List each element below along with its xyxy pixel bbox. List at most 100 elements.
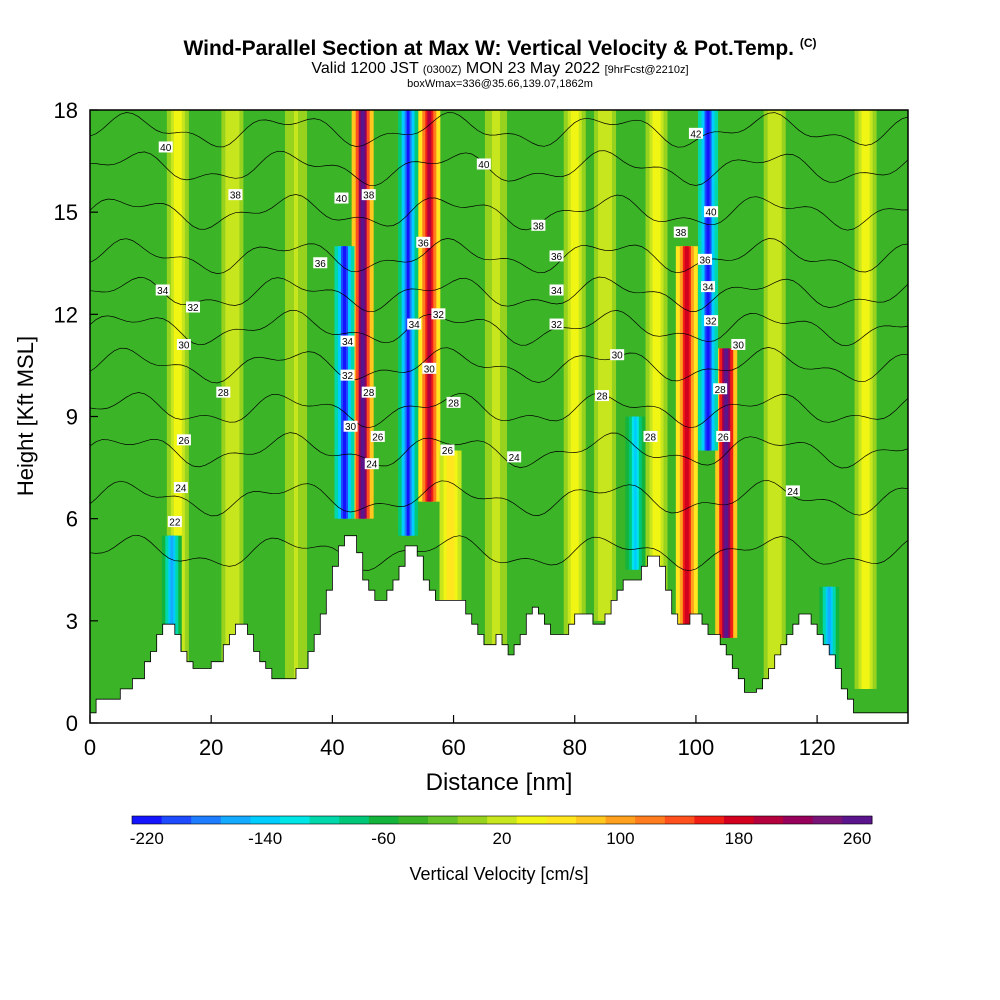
contour-label-42: 24: [787, 487, 799, 498]
updraft-band-4-layer-3: [427, 110, 432, 502]
y-axis-label: Height [Kft MSL]: [13, 336, 38, 496]
y-tick-label-3: 9: [66, 405, 78, 430]
y-tick-label-2: 6: [66, 507, 78, 532]
title-suffix: (C): [799, 36, 817, 50]
contour-label-27: 36: [551, 252, 563, 263]
contour-label-box-7: [173, 482, 188, 494]
colorbar-tick-label-3: 20: [493, 829, 512, 848]
y-tick-label-1: 3: [66, 609, 78, 634]
contour-label-16: 26: [372, 432, 384, 443]
colorbar-cell-1: [161, 816, 192, 824]
contour-label-box-37: [701, 281, 716, 293]
contour-label-box-3: [186, 301, 201, 313]
updraft-band-10-layer-3: [684, 246, 689, 638]
colorbar-tick-label-1: -140: [248, 829, 282, 848]
contour-36: [90, 238, 908, 274]
contour-label-box-8: [167, 516, 182, 528]
vertical-velocity-field: [161, 110, 877, 706]
contour-label-box-18: [416, 236, 431, 248]
contour-label-box-34: [704, 206, 719, 218]
contour-label-box-32: [643, 430, 658, 442]
colorbar-cell-10: [428, 816, 459, 824]
x-tick-label-6: 120: [799, 735, 836, 760]
contour-label-23: 26: [442, 446, 454, 457]
contour-label-24: 40: [478, 160, 490, 171]
chart-title-text: Wind-Parallel Section at Max W: Vertical…: [183, 37, 794, 60]
colorbar-label: Vertical Velocity [cm/s]: [409, 864, 588, 884]
contour-label-box-10: [361, 189, 376, 201]
contour-label-box-19: [407, 318, 422, 330]
contour-label-box-4: [176, 338, 191, 350]
contour-label-box-1: [228, 189, 243, 201]
updraft-band-6-layer-3: [493, 110, 498, 655]
colorbar-tick-label-5: 180: [725, 829, 753, 848]
y-tick-label-4: 12: [54, 302, 78, 327]
contour-label-box-5: [216, 386, 231, 398]
contour-label-13: 32: [342, 371, 354, 382]
terrain-mask: [90, 535, 908, 723]
contour-label-box-14: [343, 420, 358, 432]
contour-22: [90, 534, 908, 572]
contour-26: [90, 432, 908, 469]
contour-label-3: 32: [187, 303, 199, 314]
colorbar-tick-label-6: 260: [843, 829, 871, 848]
colorbar-cell-8: [368, 816, 399, 824]
plot-area: 40 38 34 32 30 28 26 24 22 40 38 36 34 32 30 28 26 24 36 34…: [90, 110, 908, 723]
valid-time: Valid 1200 JST: [311, 60, 419, 77]
contour-32: [90, 309, 908, 347]
valid-date: MON 23 May 2022: [465, 60, 601, 77]
contour-label-9: 40: [336, 194, 348, 205]
contour-label-box-23: [440, 444, 455, 456]
contour-label-15: 28: [363, 388, 375, 399]
x-tick-label-0: 0: [84, 735, 96, 760]
contour-label-33: 42: [690, 129, 702, 140]
contour-38: [90, 194, 908, 231]
contour-label-29: 32: [551, 320, 563, 331]
contour-label-14: 30: [345, 422, 357, 433]
forecast-tag: [9hrFcst@2210z]: [604, 64, 689, 76]
updraft-band-2-layer-3: [294, 110, 299, 689]
updraft-band-3-layer-3: [360, 110, 365, 519]
contour-42: [90, 112, 908, 148]
colorbar-cell-18: [664, 816, 695, 824]
contour-label-box-25: [507, 451, 522, 463]
contour-label-39: 30: [733, 340, 745, 351]
contour-label-32: 28: [645, 432, 657, 443]
contour-label-22: 28: [448, 398, 460, 409]
updraft-band-7-layer-3: [572, 110, 577, 689]
colorbar-cell-0: [132, 816, 163, 824]
colorbar-cell-2: [191, 816, 222, 824]
colorbar-cell-15: [576, 816, 607, 824]
updraft-band-12-layer-3: [772, 110, 777, 689]
x-tick-label-1: 20: [199, 735, 223, 760]
contour-label-box-38: [704, 315, 719, 327]
x-tick-label-3: 60: [441, 735, 465, 760]
downdraft-band-0-layer-3: [170, 535, 174, 655]
contour-label-box-41: [716, 430, 731, 442]
contour-label-box-29: [549, 318, 564, 330]
contour-label-box-28: [549, 284, 564, 296]
colorbar-cell-7: [339, 816, 370, 824]
colorbar-tick-label-0: -220: [130, 829, 164, 848]
contour-label-34: 40: [706, 208, 718, 219]
contour-label-28: 34: [551, 286, 563, 297]
potential-temperature-contours: [90, 112, 908, 572]
contour-label-37: 34: [702, 283, 714, 294]
contour-label-20: 32: [433, 310, 445, 321]
x-tick-label-5: 100: [678, 735, 715, 760]
contour-label-31: 28: [596, 392, 608, 403]
colorbar: -220 -140 -60 20 100 180 260: [130, 815, 873, 848]
contour-label-box-35: [673, 226, 688, 238]
contour-label-box-30: [610, 349, 625, 361]
contour-label-box-2: [155, 284, 170, 296]
downdraft-band-3-layer-3: [706, 110, 710, 451]
contour-label-box-33: [688, 127, 703, 139]
x-axis: 0 20 40 60 80 100 120: [84, 715, 836, 760]
contour-labels: 40 38 34 32 30 28 26 24 22 40 38 36 34 32 30 28 26 24 36 34…: [155, 127, 800, 529]
contour-label-box-39: [731, 338, 746, 350]
valid-utc: (0300Z): [422, 64, 462, 76]
contour-label-12: 34: [342, 337, 354, 348]
contour-label-0: 40: [160, 143, 172, 154]
colorbar-cell-23: [812, 816, 843, 824]
